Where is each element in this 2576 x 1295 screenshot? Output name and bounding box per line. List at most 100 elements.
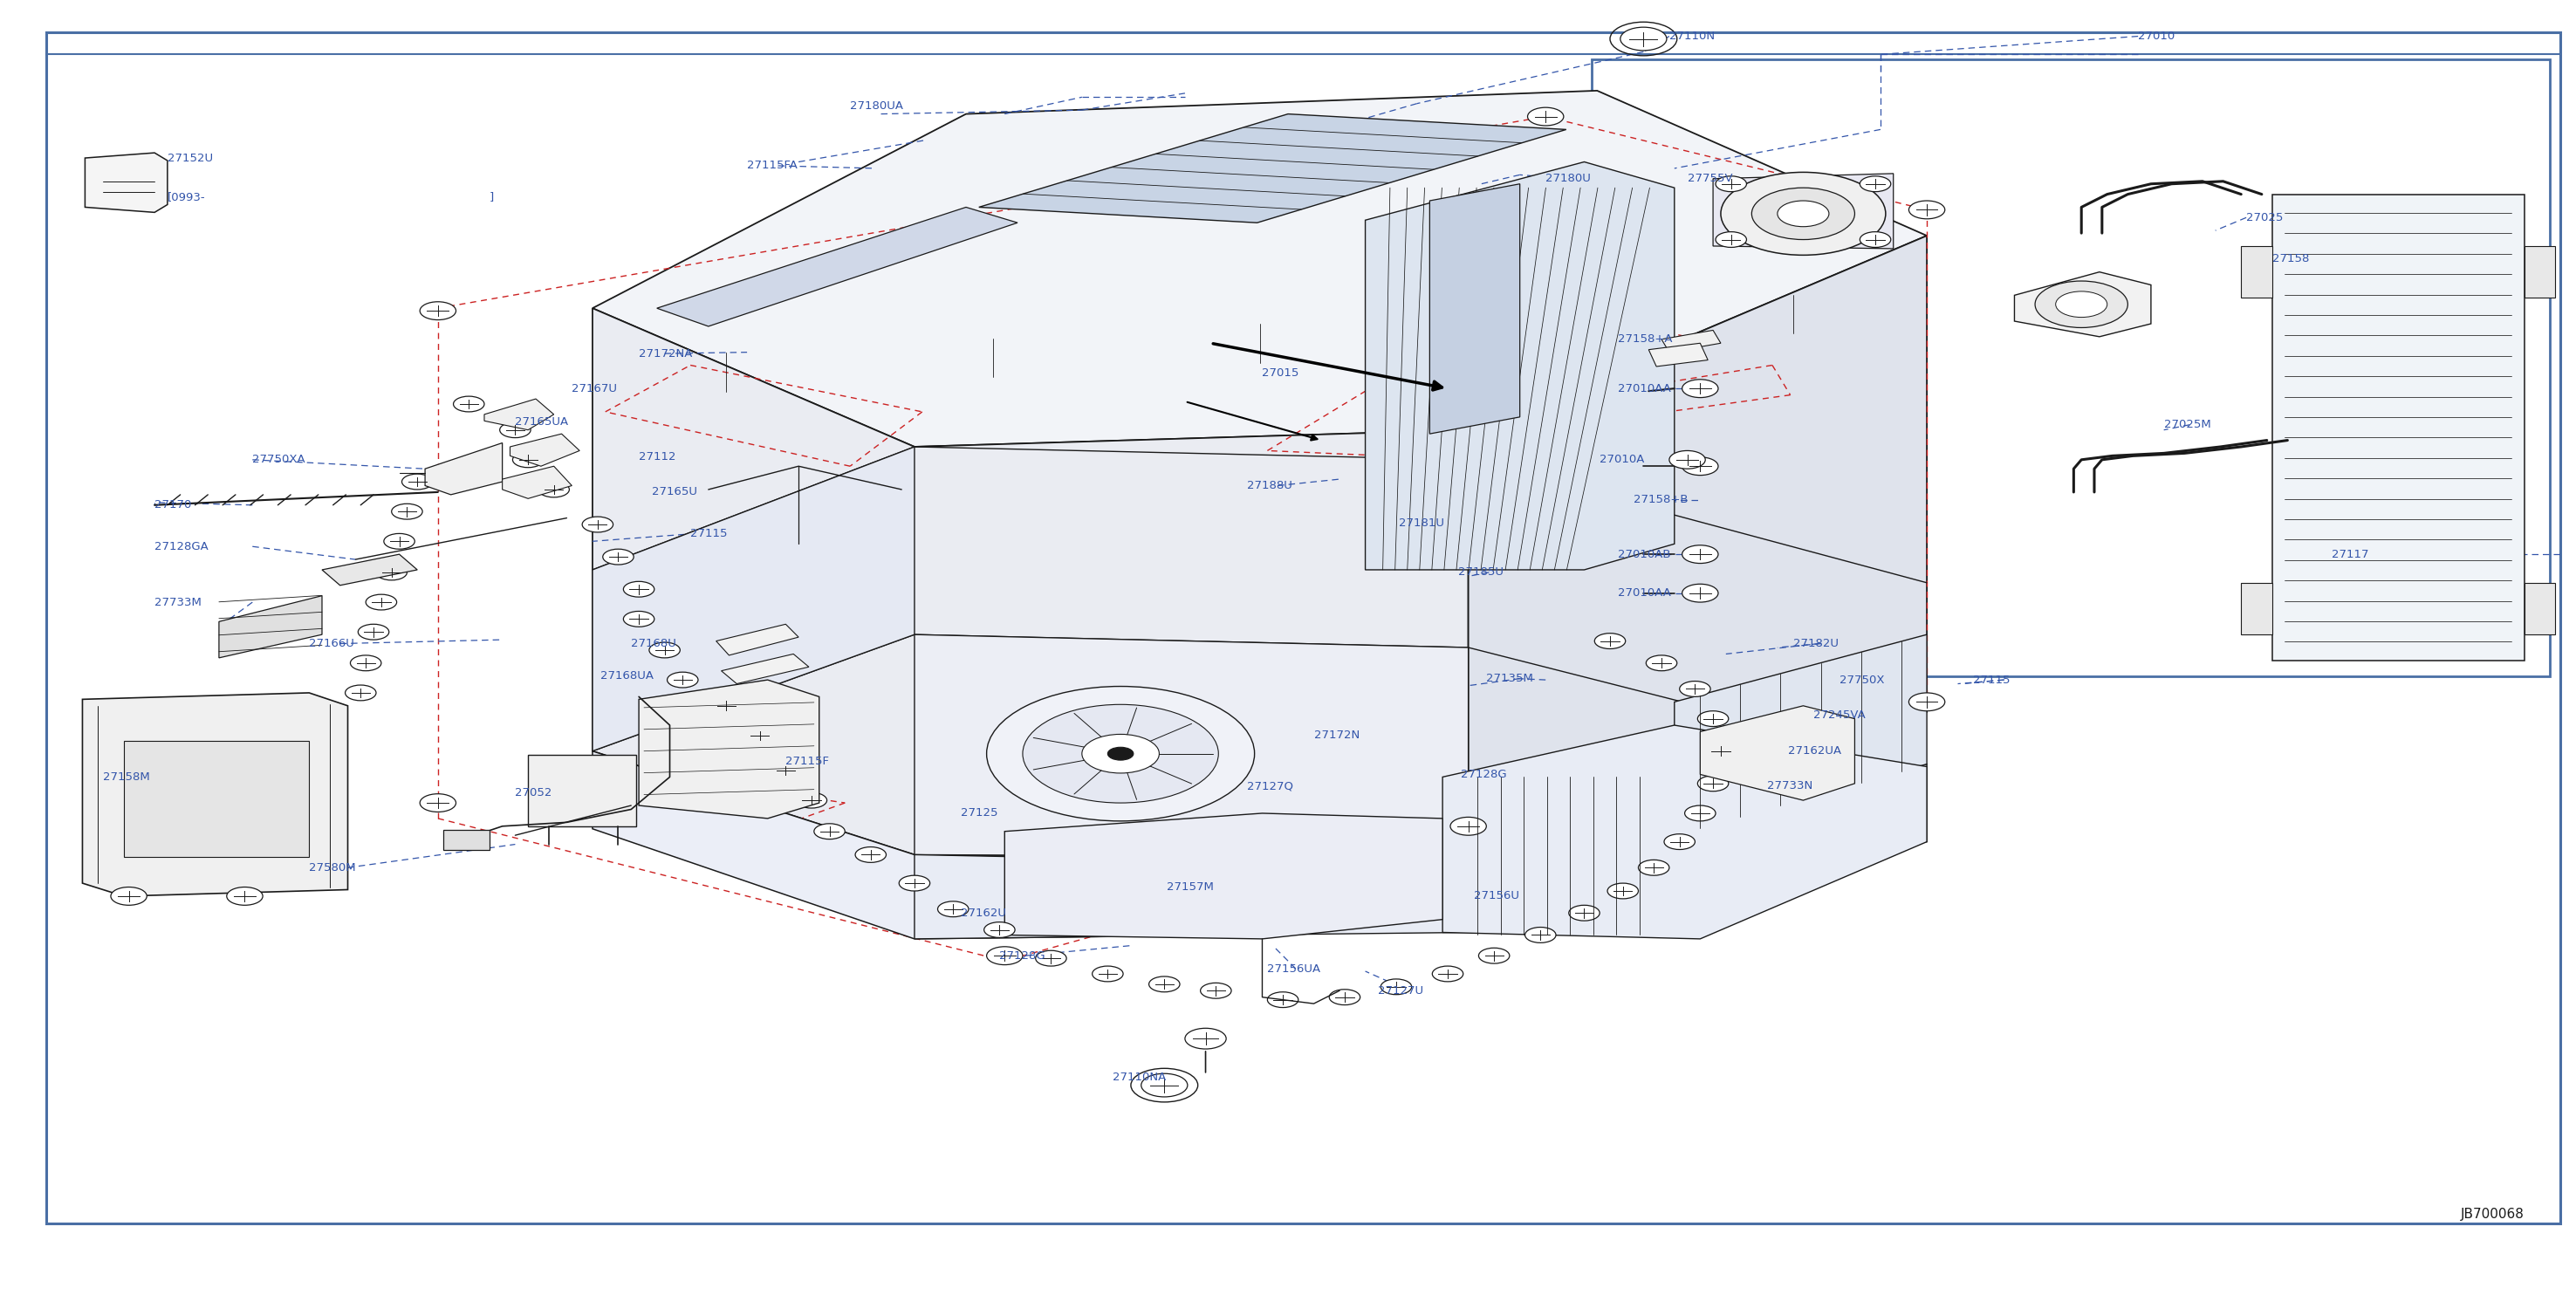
Bar	[124, 741, 309, 857]
Circle shape	[453, 396, 484, 412]
Bar	[528, 755, 636, 826]
Text: 27010AA: 27010AA	[1618, 588, 1672, 598]
Polygon shape	[716, 624, 799, 655]
Text: 27112: 27112	[639, 452, 675, 462]
Polygon shape	[85, 153, 167, 212]
Circle shape	[111, 887, 147, 905]
Polygon shape	[502, 466, 572, 499]
Text: 27181U: 27181U	[1399, 518, 1445, 528]
Circle shape	[623, 581, 654, 597]
Circle shape	[1860, 232, 1891, 247]
Circle shape	[1669, 451, 1705, 469]
Circle shape	[1149, 976, 1180, 992]
Circle shape	[1646, 655, 1677, 671]
Polygon shape	[1662, 330, 1721, 352]
Bar	[1592, 60, 2550, 676]
Text: 27158M: 27158M	[103, 772, 149, 782]
Polygon shape	[592, 751, 1927, 939]
Circle shape	[1682, 379, 1718, 398]
Text: 27182U: 27182U	[1793, 638, 1839, 649]
Text: 27128GA: 27128GA	[155, 541, 209, 552]
Circle shape	[1450, 817, 1486, 835]
Circle shape	[384, 534, 415, 549]
Polygon shape	[639, 680, 819, 818]
Circle shape	[667, 672, 698, 688]
Polygon shape	[219, 596, 322, 658]
Circle shape	[1185, 1028, 1226, 1049]
Circle shape	[1909, 693, 1945, 711]
Text: 27115: 27115	[690, 528, 726, 539]
Polygon shape	[1713, 174, 1893, 249]
Circle shape	[358, 624, 389, 640]
Text: 27128G: 27128G	[999, 951, 1046, 961]
Circle shape	[538, 482, 569, 497]
Polygon shape	[322, 554, 417, 585]
Text: 27188U: 27188U	[1247, 480, 1293, 491]
Polygon shape	[1430, 184, 1520, 434]
Circle shape	[2056, 291, 2107, 317]
Text: 27135M: 27135M	[1486, 673, 1533, 684]
Text: 27167U: 27167U	[572, 383, 618, 394]
Circle shape	[987, 686, 1255, 821]
Text: 27158+A: 27158+A	[1618, 334, 1672, 344]
Circle shape	[1432, 966, 1463, 982]
Circle shape	[1682, 457, 1718, 475]
Polygon shape	[1700, 706, 1855, 800]
Text: 27128G: 27128G	[1461, 769, 1507, 780]
Circle shape	[770, 763, 801, 778]
Circle shape	[987, 947, 1023, 965]
Text: 27015: 27015	[1262, 368, 1298, 378]
Polygon shape	[1674, 635, 1927, 835]
Text: 27185U: 27185U	[1458, 567, 1504, 578]
Text: 27110N: 27110N	[1669, 31, 1716, 41]
Bar	[2241, 246, 2272, 298]
Text: 27158+B: 27158+B	[1633, 495, 1687, 505]
Text: 27152U: 27152U	[167, 153, 214, 163]
Text: 27172NA: 27172NA	[639, 348, 693, 359]
Bar	[2241, 583, 2272, 635]
Circle shape	[1528, 107, 1564, 126]
Text: 27165U: 27165U	[652, 487, 698, 497]
Bar	[2524, 246, 2555, 298]
Circle shape	[1023, 704, 1218, 803]
Polygon shape	[2014, 272, 2151, 337]
Circle shape	[1682, 545, 1718, 563]
Circle shape	[500, 422, 531, 438]
Polygon shape	[1649, 343, 1708, 366]
Text: 27025M: 27025M	[2164, 420, 2210, 430]
Text: 27733M: 27733M	[155, 597, 201, 607]
Circle shape	[1108, 747, 1133, 760]
Text: 27162UA: 27162UA	[1788, 746, 1842, 756]
Circle shape	[345, 685, 376, 701]
Polygon shape	[1468, 236, 1927, 857]
Circle shape	[513, 452, 544, 467]
Polygon shape	[484, 399, 554, 430]
Text: 27755V: 27755V	[1687, 174, 1731, 184]
Circle shape	[623, 611, 654, 627]
Circle shape	[1381, 979, 1412, 995]
Text: 27127Q: 27127Q	[1247, 781, 1293, 791]
Circle shape	[1082, 734, 1159, 773]
Text: 27168UA: 27168UA	[600, 671, 654, 681]
Circle shape	[1267, 992, 1298, 1008]
Circle shape	[649, 642, 680, 658]
Circle shape	[1569, 905, 1600, 921]
Polygon shape	[721, 654, 809, 684]
Polygon shape	[82, 693, 348, 896]
Text: 27127U: 27127U	[1378, 985, 1425, 996]
Polygon shape	[592, 447, 914, 751]
Circle shape	[420, 302, 456, 320]
Text: 27750X: 27750X	[1839, 675, 1883, 685]
Circle shape	[899, 875, 930, 891]
Polygon shape	[510, 434, 580, 466]
Text: 27733N: 27733N	[1767, 781, 1814, 791]
Text: 27158: 27158	[2272, 254, 2308, 264]
Circle shape	[1682, 584, 1718, 602]
Text: 27172N: 27172N	[1314, 730, 1360, 741]
Bar	[443, 830, 489, 850]
Circle shape	[1698, 711, 1728, 726]
Circle shape	[1595, 633, 1625, 649]
Text: 27245VA: 27245VA	[1814, 710, 1865, 720]
Polygon shape	[914, 855, 1468, 939]
Text: 27110NA: 27110NA	[1113, 1072, 1167, 1083]
